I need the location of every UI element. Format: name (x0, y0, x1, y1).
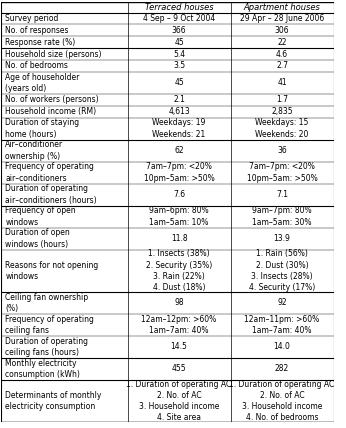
Text: No. of bedrooms: No. of bedrooms (6, 61, 68, 70)
Text: 7am–7pm: <20%
10pm–5am: >50%: 7am–7pm: <20% 10pm–5am: >50% (247, 163, 317, 183)
Text: 366: 366 (172, 26, 186, 35)
Text: Air–conditioner
ownership (%): Air–conditioner ownership (%) (6, 140, 64, 160)
Text: 14.0: 14.0 (274, 342, 291, 351)
Text: 5.4: 5.4 (173, 50, 185, 59)
Text: 41: 41 (277, 78, 287, 87)
Text: Terraced houses: Terraced houses (145, 3, 213, 12)
Text: 4,613: 4,613 (168, 107, 190, 116)
Text: Duration of staying
home (hours): Duration of staying home (hours) (6, 119, 80, 139)
Text: Duration of operating
ceiling fans (hours): Duration of operating ceiling fans (hour… (6, 337, 88, 357)
Text: 2.1: 2.1 (173, 95, 185, 104)
Text: 1. Duration of operating AC
2. No. of AC
3. Household income
4. Site area: 1. Duration of operating AC 2. No. of AC… (127, 380, 232, 422)
Text: Apartment houses: Apartment houses (244, 3, 320, 12)
Text: 9am–6pm: 80%
1am–5am: 10%: 9am–6pm: 80% 1am–5am: 10% (149, 206, 209, 226)
Text: 4.6: 4.6 (276, 50, 288, 59)
Text: Reasons for not opening
windows: Reasons for not opening windows (6, 261, 99, 281)
Text: 12am–12pm: >60%
1am–7am: 40%: 12am–12pm: >60% 1am–7am: 40% (142, 315, 217, 335)
Text: 2,835: 2,835 (271, 107, 293, 116)
Text: 1. Rain (56%)
2. Dust (30%)
3. Insects (28%)
4. Security (17%): 1. Rain (56%) 2. Dust (30%) 3. Insects (… (249, 250, 315, 292)
Text: 45: 45 (174, 78, 184, 87)
Text: Frequency of operating
ceiling fans: Frequency of operating ceiling fans (6, 315, 94, 335)
Text: 13.9: 13.9 (274, 234, 291, 243)
Text: No. of responses: No. of responses (6, 26, 69, 35)
Text: 306: 306 (275, 26, 289, 35)
Text: Weekdays: 19
Weekends: 21: Weekdays: 19 Weekends: 21 (152, 119, 206, 139)
Text: Weekdays: 15
Weekends: 20: Weekdays: 15 Weekends: 20 (255, 119, 309, 139)
Text: Determinants of monthly
electricity consumption: Determinants of monthly electricity cons… (6, 391, 102, 411)
Text: 9am–7pm: 80%
1am–5am: 30%: 9am–7pm: 80% 1am–5am: 30% (252, 206, 312, 226)
Text: 4 Sep – 9 Oct 2004: 4 Sep – 9 Oct 2004 (143, 14, 215, 23)
Text: Frequency of operating
air–conditioners: Frequency of operating air–conditioners (6, 163, 94, 183)
Text: Survey period: Survey period (6, 14, 59, 23)
Text: 1. Duration of operating AC
2. No. of AC
3. Household income
4. No. of bedrooms: 1. Duration of operating AC 2. No. of AC… (229, 380, 335, 422)
Text: 92: 92 (277, 298, 287, 307)
Text: 7am–7pm: <20%
10pm–5am: >50%: 7am–7pm: <20% 10pm–5am: >50% (144, 163, 215, 183)
Text: Household size (persons): Household size (persons) (6, 50, 102, 59)
Text: 98: 98 (174, 298, 184, 307)
Text: Duration of open
windows (hours): Duration of open windows (hours) (6, 229, 70, 249)
Text: No. of workers (persons): No. of workers (persons) (6, 95, 99, 104)
Text: Frequency of open
windows: Frequency of open windows (6, 206, 76, 226)
Text: 2.7: 2.7 (276, 61, 288, 70)
Text: 455: 455 (172, 364, 186, 373)
Text: Household income (RM): Household income (RM) (6, 107, 97, 116)
Text: 62: 62 (174, 146, 184, 155)
Text: Age of householder
(years old): Age of householder (years old) (6, 73, 80, 93)
Text: 29 Apr – 28 June 2006: 29 Apr – 28 June 2006 (240, 14, 324, 23)
Text: Monthly electricity
consumption (kWh): Monthly electricity consumption (kWh) (6, 359, 80, 379)
Text: 11.8: 11.8 (171, 234, 188, 243)
Text: 14.5: 14.5 (171, 342, 188, 351)
Text: 45: 45 (174, 38, 184, 47)
Text: 1.7: 1.7 (276, 95, 288, 104)
Text: 282: 282 (275, 364, 289, 373)
Text: Duration of operating
air–conditioners (hours): Duration of operating air–conditioners (… (6, 184, 97, 205)
Text: 7.1: 7.1 (276, 190, 288, 199)
Text: 36: 36 (277, 146, 287, 155)
Text: Ceiling fan ownership
(%): Ceiling fan ownership (%) (6, 293, 89, 313)
Text: 3.5: 3.5 (173, 61, 185, 70)
Text: 22: 22 (277, 38, 287, 47)
Text: 1. Insects (38%)
2. Security (35%)
3. Rain (22%)
4. Dust (18%): 1. Insects (38%) 2. Security (35%) 3. Ra… (146, 250, 212, 292)
Text: 12am–11pm: >60%
1am–7am: 40%: 12am–11pm: >60% 1am–7am: 40% (244, 315, 320, 335)
Text: 7.6: 7.6 (173, 190, 185, 199)
Text: Response rate (%): Response rate (%) (6, 38, 76, 47)
